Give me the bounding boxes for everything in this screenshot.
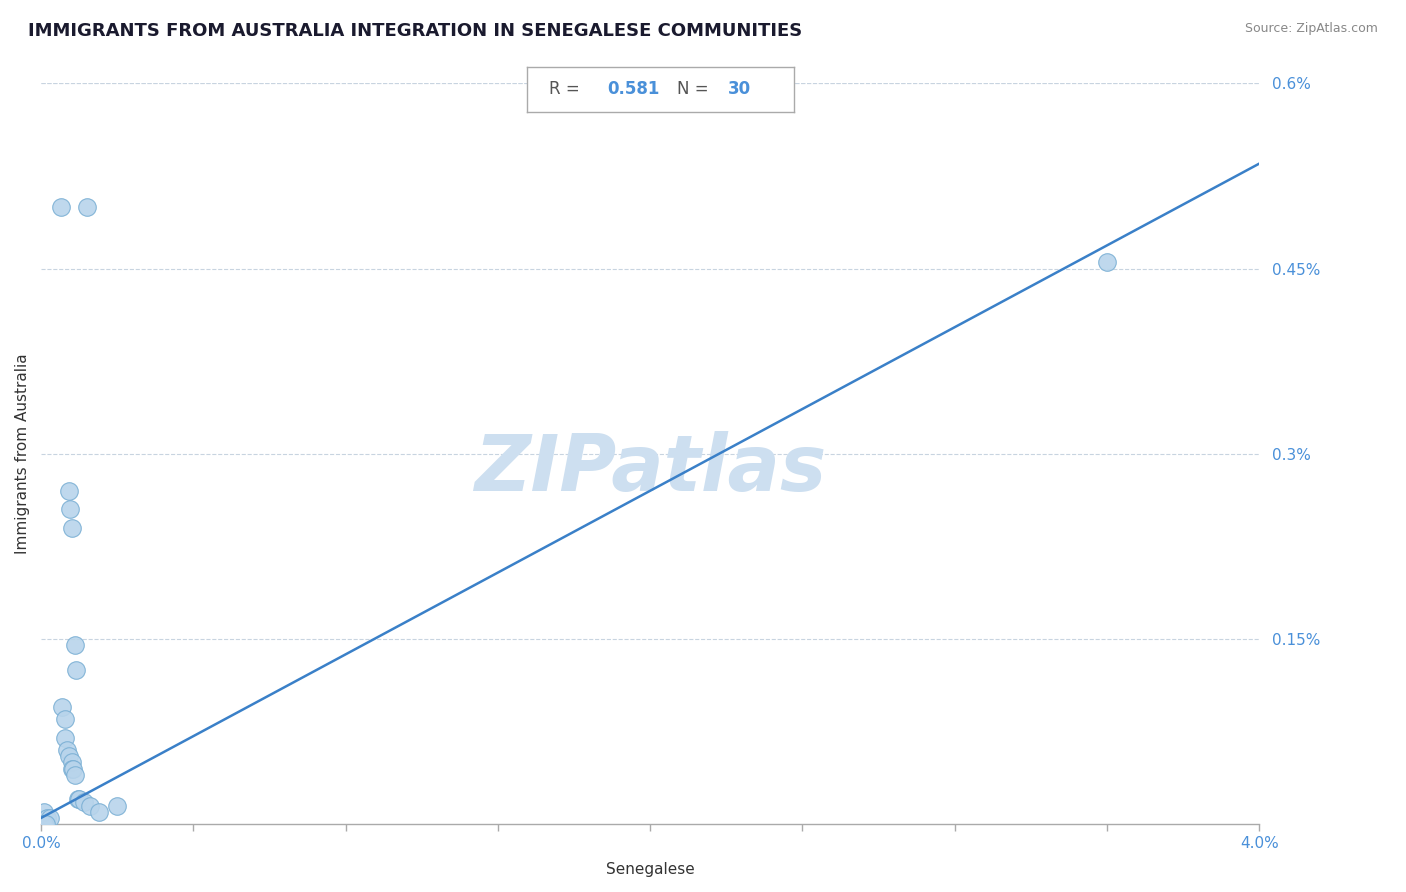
- Point: [73, 795, 96, 809]
- Point: [32, 817, 55, 831]
- Point: [62, 762, 84, 776]
- Point: [32, 805, 55, 819]
- Point: [66, 792, 89, 806]
- Text: IMMIGRANTS FROM AUSTRALIA INTEGRATION IN SENEGALESE COMMUNITIES: IMMIGRANTS FROM AUSTRALIA INTEGRATION IN…: [28, 22, 803, 40]
- Point: [76, 200, 98, 214]
- Text: ZIPatlas: ZIPatlas: [474, 431, 827, 507]
- Text: 0.581: 0.581: [607, 80, 659, 98]
- Point: [37, 811, 59, 825]
- Point: [59, 502, 82, 516]
- Point: [60, 756, 83, 770]
- Point: [67, 792, 90, 806]
- Point: [32, 817, 55, 831]
- Point: [63, 768, 86, 782]
- Y-axis label: Immigrants from Australia: Immigrants from Australia: [15, 353, 30, 554]
- Text: 30: 30: [728, 80, 751, 98]
- Point: [58, 749, 80, 764]
- Point: [56, 743, 79, 757]
- Point: [58, 483, 80, 498]
- Point: [39, 811, 62, 825]
- Point: [60, 762, 83, 776]
- Point: [49, 200, 72, 214]
- Text: N =: N =: [676, 80, 714, 98]
- Point: [60, 521, 83, 535]
- Point: [79, 798, 101, 813]
- X-axis label: Senegalese: Senegalese: [606, 862, 695, 877]
- Point: [34, 817, 56, 831]
- Point: [87, 805, 110, 819]
- Point: [55, 731, 77, 745]
- Text: Source: ZipAtlas.com: Source: ZipAtlas.com: [1244, 22, 1378, 36]
- Text: R =: R =: [548, 80, 585, 98]
- Point: [65, 663, 87, 677]
- Point: [51, 699, 73, 714]
- Point: [105, 798, 128, 813]
- Point: [63, 638, 86, 652]
- Point: [31, 817, 53, 831]
- Point: [55, 712, 77, 726]
- Point: [1095, 255, 1118, 269]
